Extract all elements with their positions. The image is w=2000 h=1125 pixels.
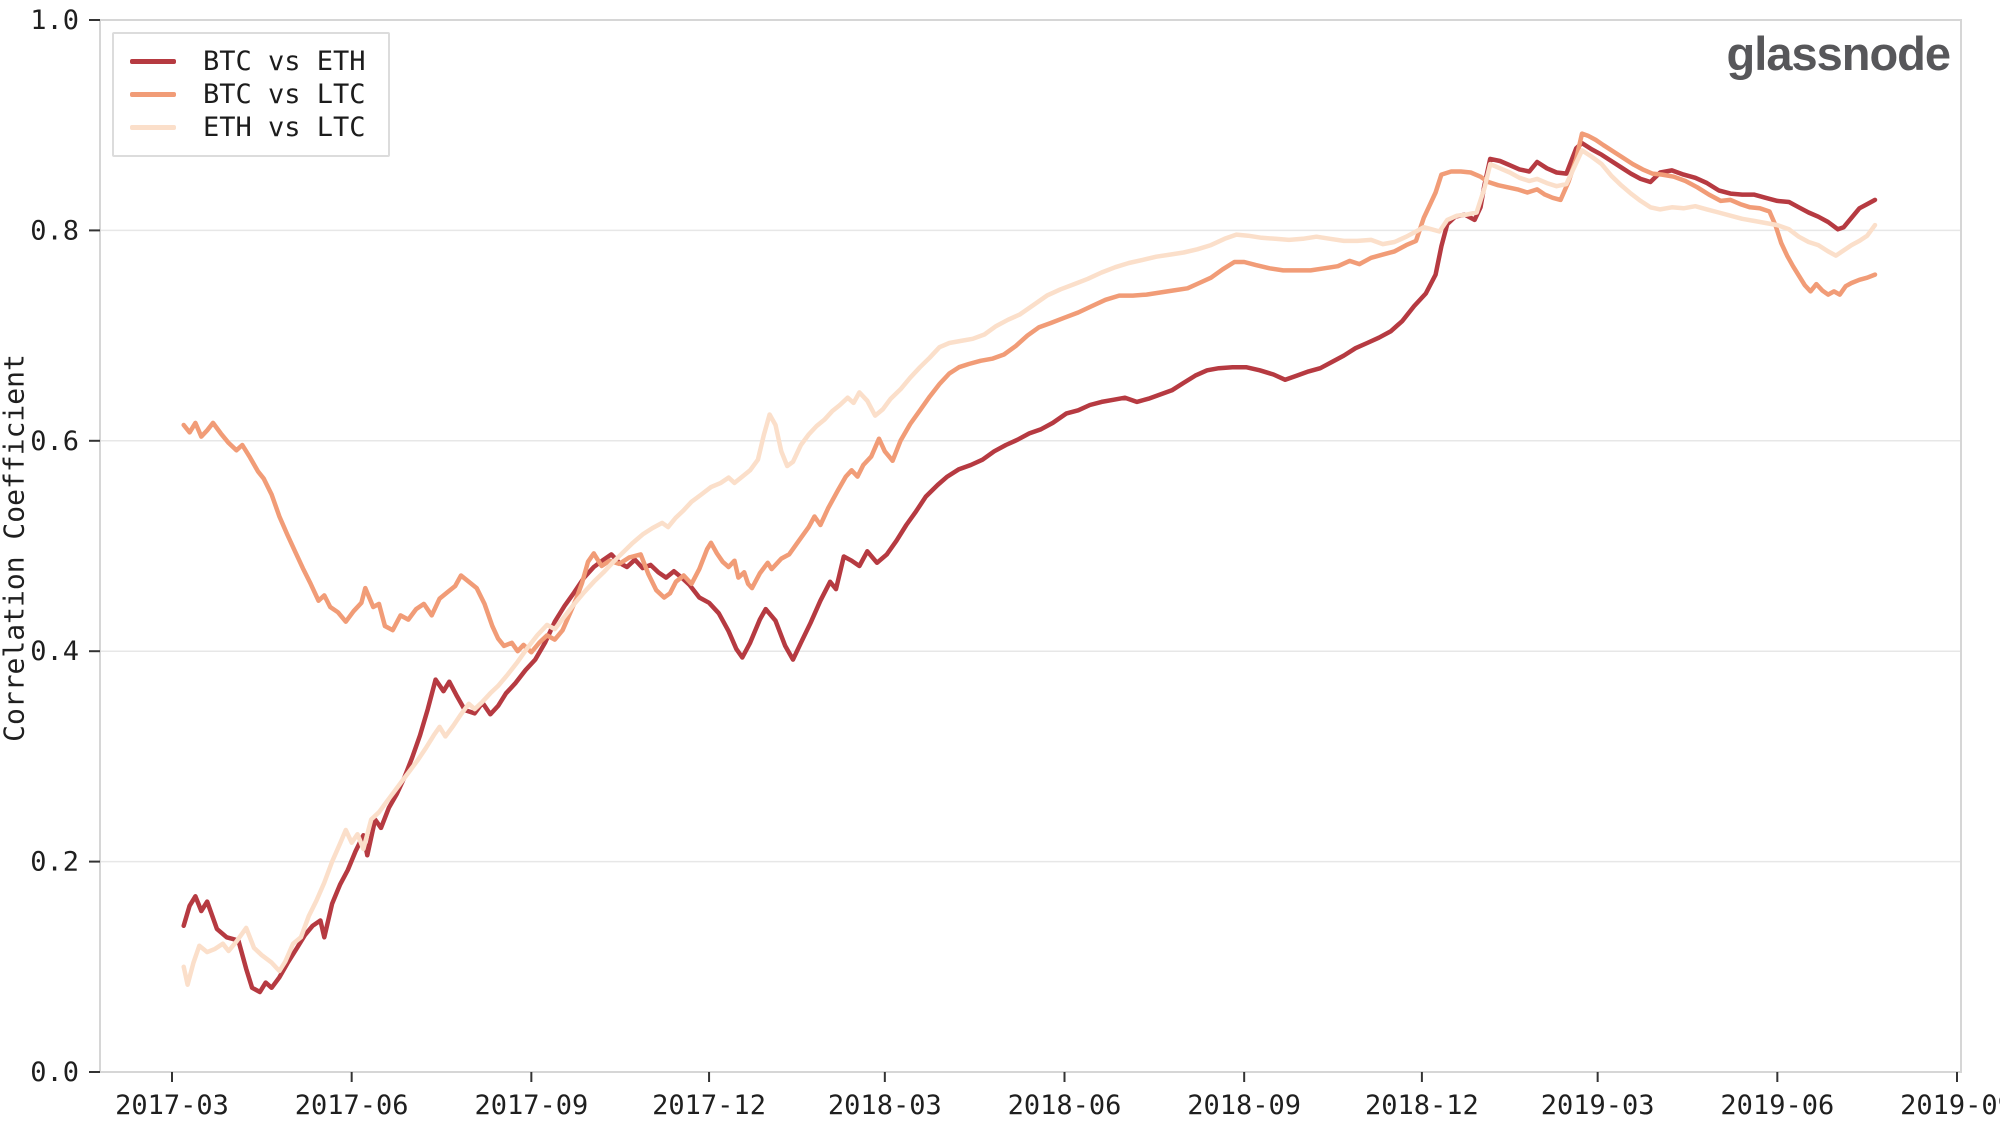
legend-item: BTC vs LTC [130, 78, 366, 111]
plot-border [99, 19, 1962, 1073]
x-tick-label: 2018-03 [828, 1090, 942, 1121]
x-tick-label: 2017-09 [474, 1090, 588, 1121]
y-tick-label: 0.2 [30, 847, 79, 878]
x-tick-label: 2018-12 [1365, 1090, 1479, 1121]
series-line-1 [181, 131, 1878, 655]
y-axis-title: Correlation Coefficient [0, 354, 31, 742]
x-tick-label: 2019-03 [1541, 1090, 1655, 1121]
legend-swatch-icon [130, 92, 176, 97]
series-line-2 [181, 148, 1878, 987]
x-tick-label: 2017-03 [115, 1090, 229, 1121]
x-tick-label: 2019-09 [1900, 1090, 2000, 1121]
x-tick-label: 2018-09 [1187, 1090, 1301, 1121]
y-tick-label: 0.6 [30, 426, 79, 457]
legend-item: ETH vs LTC [130, 111, 366, 144]
x-tick-label: 2018-06 [1008, 1090, 1122, 1121]
legend: BTC vs ETH BTC vs LTC ETH vs LTC [112, 32, 390, 157]
y-tick-label: 0.4 [30, 636, 79, 667]
y-tick-label: 1.0 [30, 5, 79, 36]
x-tick-label: 2017-06 [295, 1090, 409, 1121]
glassnode-logo: glassnode [1726, 27, 1951, 80]
y-tick-label: 0.8 [30, 215, 79, 246]
legend-label: ETH vs LTC [203, 112, 366, 143]
legend-item: BTC vs ETH [130, 45, 366, 78]
x-tick-label: 2019-06 [1720, 1090, 1834, 1121]
legend-label: BTC vs LTC [203, 79, 366, 110]
legend-swatch-icon [130, 125, 176, 130]
legend-label: BTC vs ETH [203, 46, 366, 77]
legend-swatch-icon [130, 59, 176, 64]
series-line-0 [181, 140, 1878, 995]
x-tick-label: 2017-12 [652, 1090, 766, 1121]
y-tick-label: 0.0 [30, 1057, 79, 1088]
